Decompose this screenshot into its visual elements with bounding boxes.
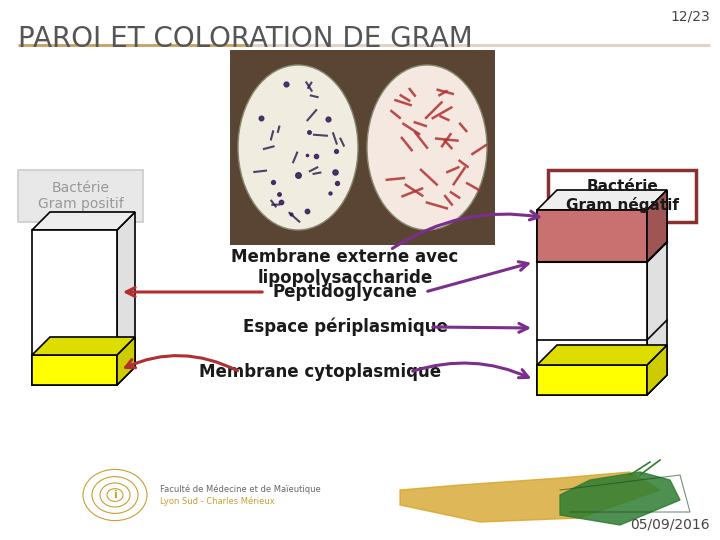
Bar (32, 230, 117, 385)
Bar (32, 355, 117, 385)
Polygon shape (537, 345, 667, 365)
Text: Peptidoglycane: Peptidoglycane (273, 283, 418, 301)
Text: PAROI ET COLORATION DE GRAM: PAROI ET COLORATION DE GRAM (18, 25, 473, 53)
Polygon shape (117, 212, 135, 385)
Text: Membrane cytoplasmique: Membrane cytoplasmique (199, 363, 441, 381)
Bar (537, 365, 647, 395)
Polygon shape (560, 472, 680, 525)
Polygon shape (32, 212, 135, 230)
Text: Espace périplasmique: Espace périplasmique (243, 318, 447, 336)
Text: Bactérie
Gram positif: Bactérie Gram positif (37, 181, 123, 211)
Polygon shape (647, 345, 667, 395)
Bar (18, 170, 143, 222)
Text: i: i (113, 490, 117, 500)
Bar (230, 50, 495, 245)
Text: Lyon Sud - Charles Mérieux: Lyon Sud - Charles Mérieux (160, 496, 275, 506)
Bar (548, 170, 696, 222)
Polygon shape (117, 337, 135, 385)
Bar (537, 210, 647, 395)
Text: Bactérie
Gram négatif: Bactérie Gram négatif (565, 179, 678, 213)
Text: Faculté de Médecine et de Maïeutique: Faculté de Médecine et de Maïeutique (160, 484, 320, 494)
Polygon shape (647, 190, 667, 395)
Ellipse shape (367, 65, 487, 230)
Polygon shape (400, 472, 660, 522)
Ellipse shape (238, 65, 358, 230)
Bar (537, 210, 647, 262)
Text: 12/23: 12/23 (670, 10, 710, 24)
Text: 05/09/2016: 05/09/2016 (631, 518, 710, 532)
Polygon shape (537, 190, 667, 210)
Polygon shape (32, 337, 135, 355)
Polygon shape (647, 190, 667, 262)
Text: Membrane externe avec
lipopolysaccharide: Membrane externe avec lipopolysaccharide (231, 248, 459, 287)
